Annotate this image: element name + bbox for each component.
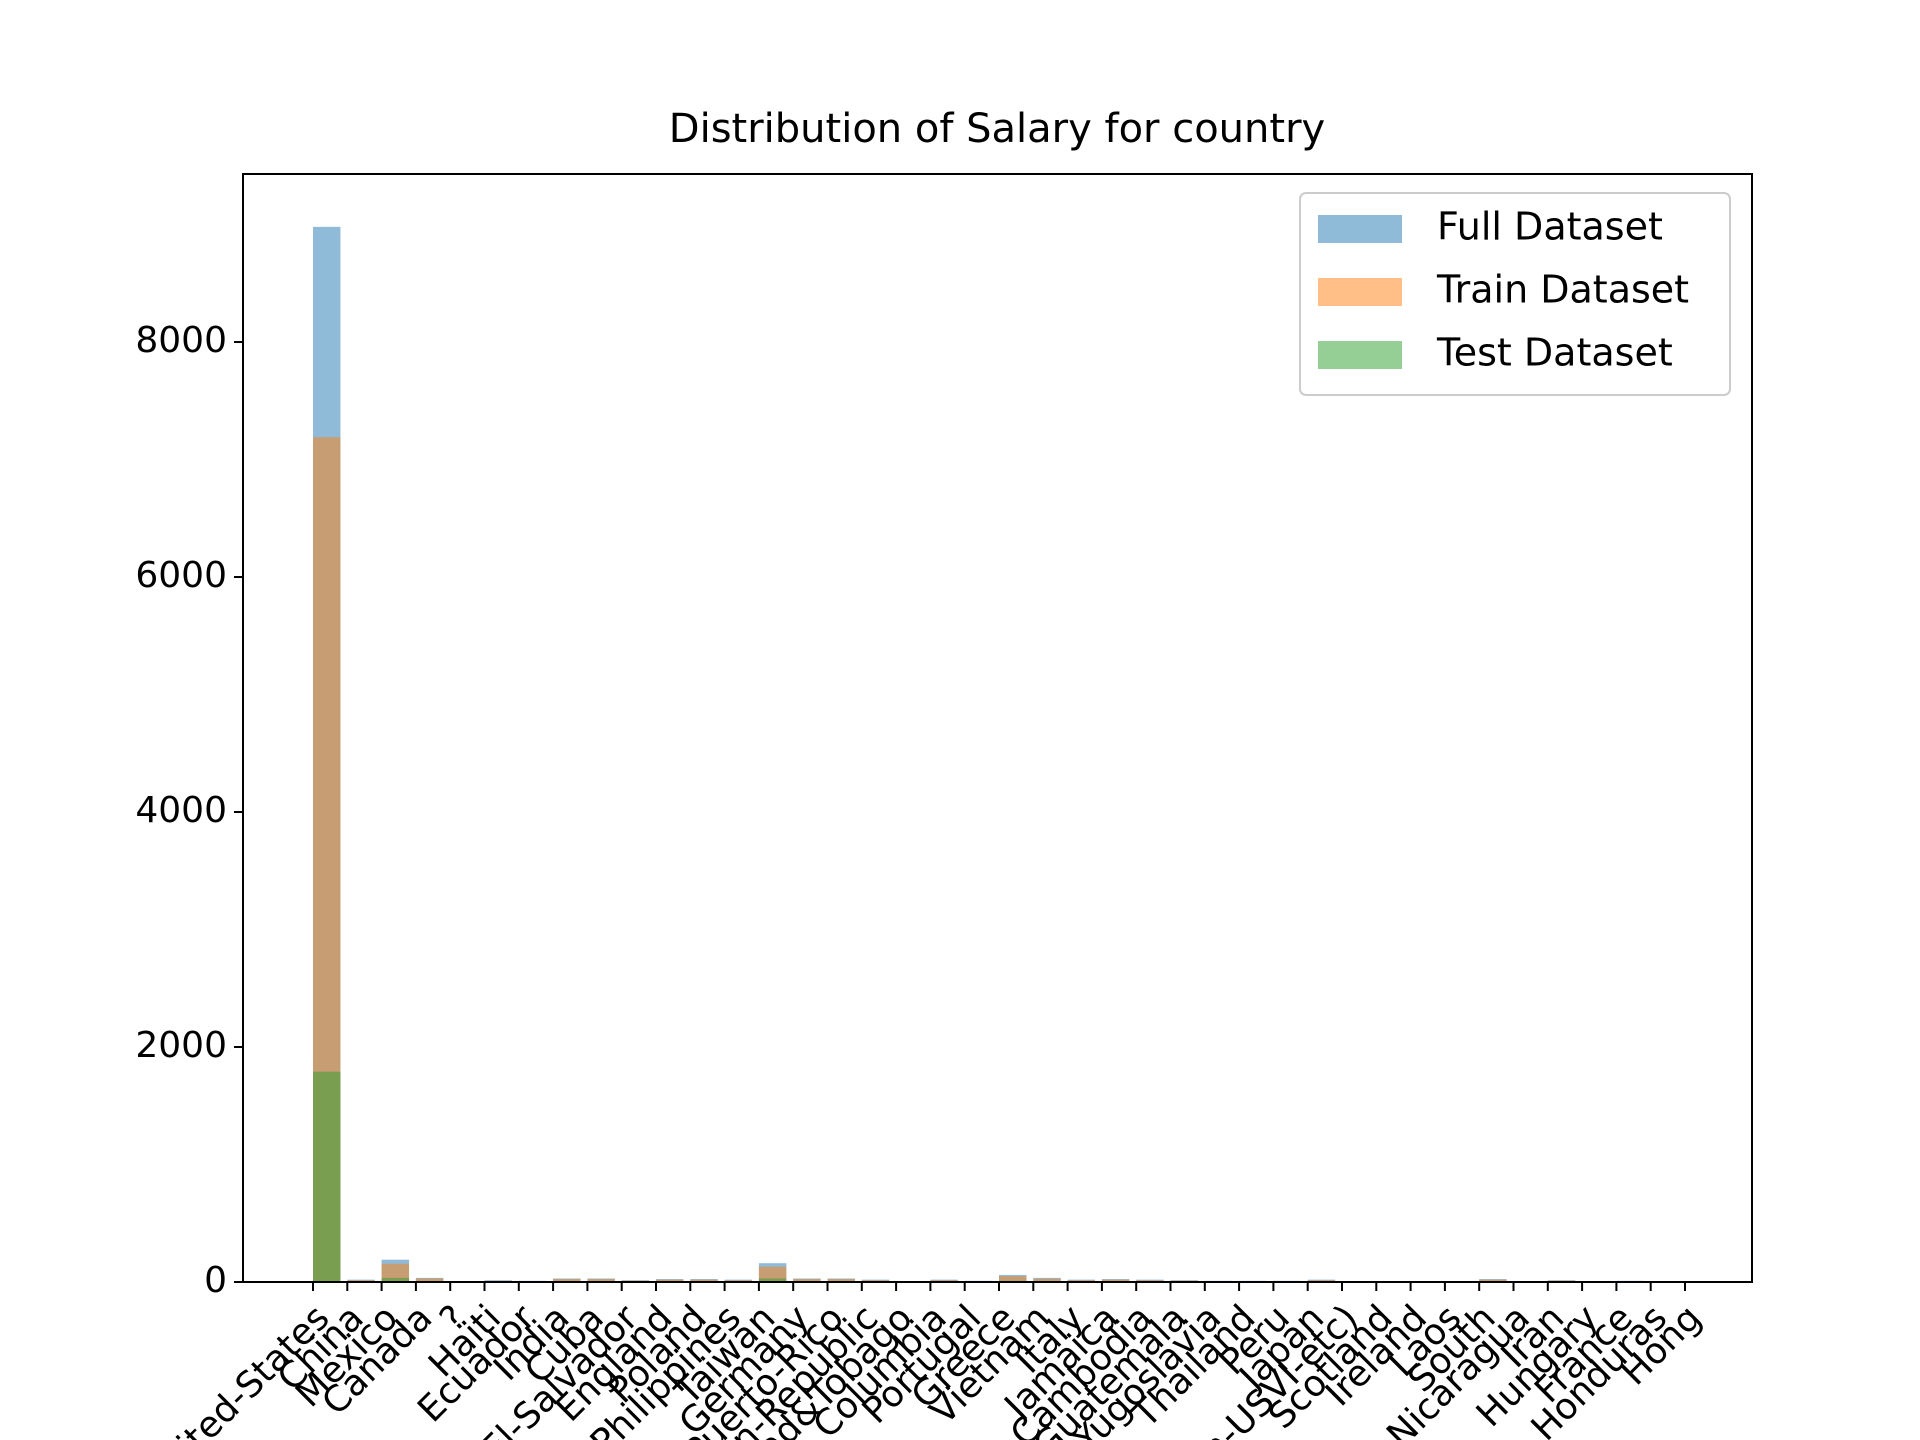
bar (999, 1276, 1027, 1282)
bar (827, 1279, 855, 1282)
y-tick-label: 8000 (135, 320, 227, 361)
bar (587, 1279, 615, 1282)
bar (381, 1263, 410, 1282)
legend-swatch (1318, 341, 1402, 369)
legend-label: Test Dataset (1436, 331, 1673, 375)
bar (313, 1071, 341, 1282)
bar (415, 1278, 444, 1282)
legend-label: Train Dataset (1436, 268, 1689, 312)
y-tick-label: 4000 (135, 790, 227, 831)
bar (656, 1279, 684, 1282)
bar (758, 1278, 787, 1282)
bar (1101, 1279, 1130, 1282)
bar (758, 1266, 787, 1282)
y-tick-label: 2000 (135, 1025, 227, 1066)
legend-swatch (1318, 215, 1402, 243)
chart-title: Distribution of Salary for country (669, 106, 1325, 152)
bar (793, 1279, 821, 1282)
legend-label: Full Dataset (1437, 205, 1663, 249)
y-tick-label: 6000 (135, 555, 227, 596)
bar (381, 1277, 410, 1282)
legend-swatch (1318, 278, 1402, 306)
y-tick-label: 0 (204, 1260, 227, 1301)
bar (1479, 1279, 1507, 1282)
bar (1033, 1278, 1061, 1282)
axes-frame (242, 173, 1753, 1283)
legend-box (1299, 192, 1731, 396)
bar (553, 1279, 581, 1282)
bar (690, 1279, 718, 1282)
